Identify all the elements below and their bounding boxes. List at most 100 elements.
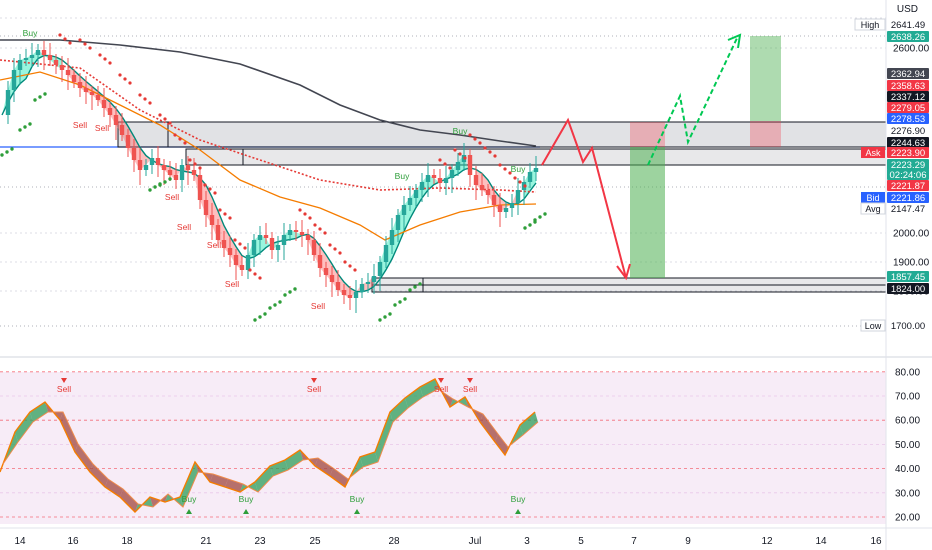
candlesticks <box>5 41 539 313</box>
sar-dot-green <box>0 153 4 157</box>
candle-body <box>497 205 503 212</box>
sar-dot-red <box>243 246 247 250</box>
osc-signal-label: Sell <box>307 384 321 394</box>
buy-marker <box>243 509 249 514</box>
osc-fill-segment <box>300 450 318 466</box>
candle-body <box>95 95 101 100</box>
sar-dot-green <box>43 92 47 96</box>
price-tag: Bid 2221.86 <box>861 192 929 204</box>
candle-body <box>203 200 209 215</box>
sar-dot-green <box>10 147 14 151</box>
osc-fill-segment <box>495 434 508 455</box>
price-tag-value: 1857.45 <box>891 272 925 283</box>
candle-body <box>437 178 443 183</box>
sar-dot-red <box>298 208 302 212</box>
price-tick-label: 1900.00 <box>893 258 930 269</box>
sar-dot-red <box>63 37 67 41</box>
candle-body <box>389 230 395 245</box>
price-tag-box <box>887 125 929 136</box>
bear-ribbon <box>68 65 242 270</box>
osc-tick-label: 20.00 <box>895 513 920 524</box>
candle-body <box>491 195 497 205</box>
price-tag-name-box <box>861 147 885 158</box>
candle-body <box>329 275 335 282</box>
candle-body <box>155 158 161 165</box>
sar-dot-red <box>83 42 87 46</box>
osc-fill-segment <box>270 460 288 476</box>
signal-label: Sell <box>73 120 87 130</box>
sar-dot-red <box>518 180 522 184</box>
oscillator-signals: Sell Sell Sell Sell Buy Buy Buy Buy <box>57 378 526 514</box>
time-axis[interactable]: 14 16 18 21 23 25 28 Jul 3 5 7 9 12 14 16 <box>14 536 882 547</box>
osc-fill-segment <box>15 412 33 442</box>
price-tick-label: 2000.00 <box>893 229 930 240</box>
osc-fill-segment <box>75 444 93 472</box>
sar-dot-red <box>68 41 72 45</box>
osc-signal-label: Buy <box>511 494 526 504</box>
price-tags: High 2641.492638.262362.942358.632337.122… <box>854 18 929 332</box>
sar-dot-red <box>178 137 182 141</box>
osc-fill-segment <box>180 462 198 507</box>
sar-dot-green <box>168 177 172 181</box>
price-tag-box <box>887 68 929 79</box>
sar-dot-green <box>283 293 287 297</box>
osc-signal-label: Sell <box>463 384 477 394</box>
candle-body <box>509 203 515 208</box>
bullish-projection-line <box>647 35 739 166</box>
price-tag: 2223.29 <box>887 159 929 171</box>
projection-drawings[interactable] <box>541 33 742 281</box>
candle-body <box>191 170 197 175</box>
price-tag-value: 2223.29 <box>891 160 925 171</box>
price-tag-name-box <box>860 319 886 332</box>
sar-dot-green <box>253 318 257 322</box>
sar-dot-green <box>413 285 417 289</box>
candle-body <box>47 55 53 60</box>
buy-marker <box>515 509 521 514</box>
main-price-pane[interactable]: Buy Sell Sell Sell Sell Sell Sell Buy Buy Buy Sell <box>0 17 887 327</box>
candle-body <box>89 92 95 95</box>
candle-body <box>131 148 137 160</box>
time-tick-label: 18 <box>121 536 133 547</box>
oscillator-axis[interactable]: 20.00 30.00 40.00 50.00 60.00 70.00 80.00 <box>895 367 920 523</box>
sar-dot-red <box>118 73 122 77</box>
candle-body <box>215 225 221 240</box>
osc-signal-label: Sell <box>434 384 448 394</box>
bearish-arrow-head <box>616 263 631 281</box>
osc-fill-segment <box>405 387 423 408</box>
sar-dot-red <box>198 166 202 170</box>
candle-body <box>167 170 173 175</box>
candle-body <box>341 290 347 295</box>
oscillator-pane[interactable]: Sell Sell Sell Sell Buy Buy Buy Buy <box>0 371 886 524</box>
sar-dot-green <box>153 185 157 189</box>
price-tag: 1857.45 <box>887 271 929 283</box>
osc-signal-label: Buy <box>350 494 365 504</box>
sar-dot-green <box>28 122 32 126</box>
resistance-zone <box>117 121 887 148</box>
osc-fill-segment <box>105 479 123 497</box>
signal-label: Buy <box>395 171 410 181</box>
sar-dot-green <box>288 290 292 294</box>
candle-body <box>245 255 251 270</box>
candle-body <box>173 175 179 180</box>
sar-dot-red <box>258 276 262 280</box>
signal-label: Sell <box>95 123 109 133</box>
candle-body <box>479 185 485 190</box>
signal-label: Sell <box>165 192 179 202</box>
osc-fill-segment <box>520 412 538 435</box>
candle-body <box>269 238 275 250</box>
sar-dot-red <box>303 212 307 216</box>
sell-marker <box>438 378 444 383</box>
candle-body <box>119 125 125 135</box>
signal-label: Sell <box>177 222 191 232</box>
price-tag-value: 2278.53 <box>891 114 925 125</box>
sar-dot-green <box>418 282 422 286</box>
sar-dot-red <box>508 171 512 175</box>
candle-body <box>71 75 77 82</box>
price-tag-value: 2279.05 <box>891 103 925 114</box>
sar-dot-red <box>488 150 492 154</box>
osc-signal-label: Buy <box>182 494 197 504</box>
sar-dot-red <box>233 238 237 242</box>
sar-dot-red <box>223 212 227 216</box>
currency-label: USD <box>897 4 918 15</box>
